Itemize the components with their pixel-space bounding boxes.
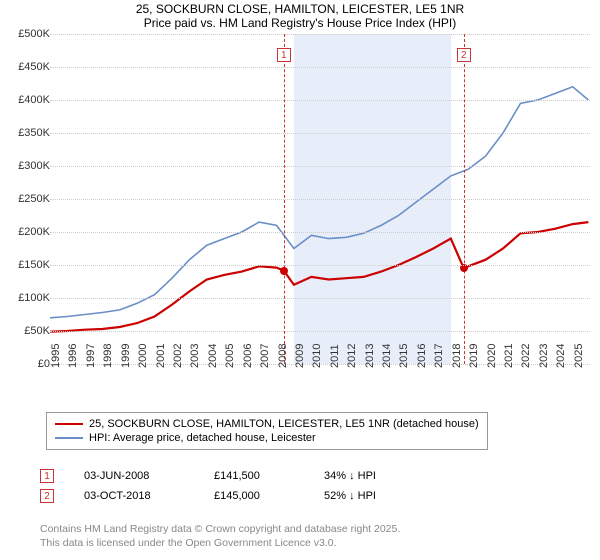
legend-item: 25, SOCKBURN CLOSE, HAMILTON, LEICESTER,… bbox=[55, 417, 479, 431]
x-tick-label: 2012 bbox=[346, 344, 358, 368]
marker-dot bbox=[280, 267, 288, 275]
y-tick-label: £50K bbox=[0, 325, 50, 337]
legend-label: 25, SOCKBURN CLOSE, HAMILTON, LEICESTER,… bbox=[89, 418, 479, 430]
y-gridline bbox=[50, 100, 590, 101]
y-tick-label: £500K bbox=[0, 28, 50, 40]
x-tick-label: 1996 bbox=[67, 344, 79, 368]
x-tick-label: 2001 bbox=[155, 344, 167, 368]
marker-table: 1 03-JUN-2008 £141,500 34% ↓ HPI 2 03-OCT-201… bbox=[40, 466, 376, 506]
y-tick-label: £250K bbox=[0, 193, 50, 205]
x-tick-label: 1998 bbox=[102, 344, 114, 368]
x-tick-label: 2017 bbox=[433, 344, 445, 368]
x-tick-label: 2005 bbox=[224, 344, 236, 368]
x-tick-label: 2021 bbox=[503, 344, 515, 368]
x-tick-label: 1995 bbox=[50, 344, 62, 368]
footer-line-2: This data is licensed under the Open Gov… bbox=[40, 536, 400, 550]
table-marker-id: 1 bbox=[40, 469, 54, 483]
x-tick-label: 2020 bbox=[486, 344, 498, 368]
x-tick-label: 2007 bbox=[259, 344, 271, 368]
y-gridline bbox=[50, 331, 590, 332]
marker-label: 2 bbox=[457, 48, 471, 62]
x-tick-label: 2022 bbox=[520, 344, 532, 368]
y-tick-label: £350K bbox=[0, 127, 50, 139]
table-marker-id: 2 bbox=[40, 489, 54, 503]
table-date: 03-JUN-2008 bbox=[84, 470, 184, 482]
chart-area: 12 £0£50K£100K£150K£200K£250K£300K£350K£… bbox=[12, 34, 592, 394]
x-tick-label: 2016 bbox=[416, 344, 428, 368]
x-tick-label: 2019 bbox=[468, 344, 480, 368]
table-price: £141,500 bbox=[214, 470, 294, 482]
x-tick-label: 1997 bbox=[85, 344, 97, 368]
y-tick-label: £0 bbox=[0, 358, 50, 370]
legend: 25, SOCKBURN CLOSE, HAMILTON, LEICESTER,… bbox=[46, 412, 488, 450]
x-tick-label: 2023 bbox=[538, 344, 550, 368]
x-tick-label: 2008 bbox=[277, 344, 289, 368]
legend-label: HPI: Average price, detached house, Leic… bbox=[89, 432, 316, 444]
x-tick-label: 2003 bbox=[189, 344, 201, 368]
y-gridline bbox=[50, 298, 590, 299]
marker-label: 1 bbox=[277, 48, 291, 62]
y-gridline bbox=[50, 67, 590, 68]
x-tick-label: 2013 bbox=[364, 344, 376, 368]
x-tick-label: 1999 bbox=[120, 344, 132, 368]
x-tick-label: 2006 bbox=[242, 344, 254, 368]
y-gridline bbox=[50, 166, 590, 167]
y-gridline bbox=[50, 232, 590, 233]
table-price: £145,000 bbox=[214, 490, 294, 502]
table-row: 2 03-OCT-2018 £145,000 52% ↓ HPI bbox=[40, 486, 376, 506]
y-gridline bbox=[50, 34, 590, 35]
y-tick-label: £450K bbox=[0, 61, 50, 73]
x-tick-label: 2004 bbox=[207, 344, 219, 368]
x-tick-label: 2011 bbox=[329, 344, 341, 368]
legend-item: HPI: Average price, detached house, Leic… bbox=[55, 431, 479, 445]
footer-attribution: Contains HM Land Registry data © Crown c… bbox=[40, 522, 400, 550]
x-tick-label: 2000 bbox=[137, 344, 149, 368]
y-gridline bbox=[50, 133, 590, 134]
x-tick-label: 2015 bbox=[398, 344, 410, 368]
chart-title: 25, SOCKBURN CLOSE, HAMILTON, LEICESTER,… bbox=[0, 0, 600, 16]
y-tick-label: £150K bbox=[0, 259, 50, 271]
table-delta: 34% ↓ HPI bbox=[324, 470, 376, 482]
chart-subtitle: Price paid vs. HM Land Registry's House … bbox=[0, 16, 600, 34]
y-tick-label: £400K bbox=[0, 94, 50, 106]
x-tick-label: 2010 bbox=[311, 344, 323, 368]
y-tick-label: £300K bbox=[0, 160, 50, 172]
x-tick-label: 2018 bbox=[451, 344, 463, 368]
y-gridline bbox=[50, 199, 590, 200]
x-tick-label: 2024 bbox=[555, 344, 567, 368]
x-tick-label: 2002 bbox=[172, 344, 184, 368]
table-delta: 52% ↓ HPI bbox=[324, 490, 376, 502]
legend-swatch bbox=[55, 423, 83, 425]
y-gridline bbox=[50, 265, 590, 266]
series-line bbox=[50, 87, 588, 318]
x-tick-label: 2025 bbox=[573, 344, 585, 368]
x-tick-label: 2014 bbox=[381, 344, 393, 368]
footer-line-1: Contains HM Land Registry data © Crown c… bbox=[40, 522, 400, 536]
series-line bbox=[50, 222, 588, 332]
legend-swatch bbox=[55, 437, 83, 439]
table-row: 1 03-JUN-2008 £141,500 34% ↓ HPI bbox=[40, 466, 376, 486]
y-tick-label: £200K bbox=[0, 226, 50, 238]
table-date: 03-OCT-2018 bbox=[84, 490, 184, 502]
x-tick-label: 2009 bbox=[294, 344, 306, 368]
y-tick-label: £100K bbox=[0, 292, 50, 304]
